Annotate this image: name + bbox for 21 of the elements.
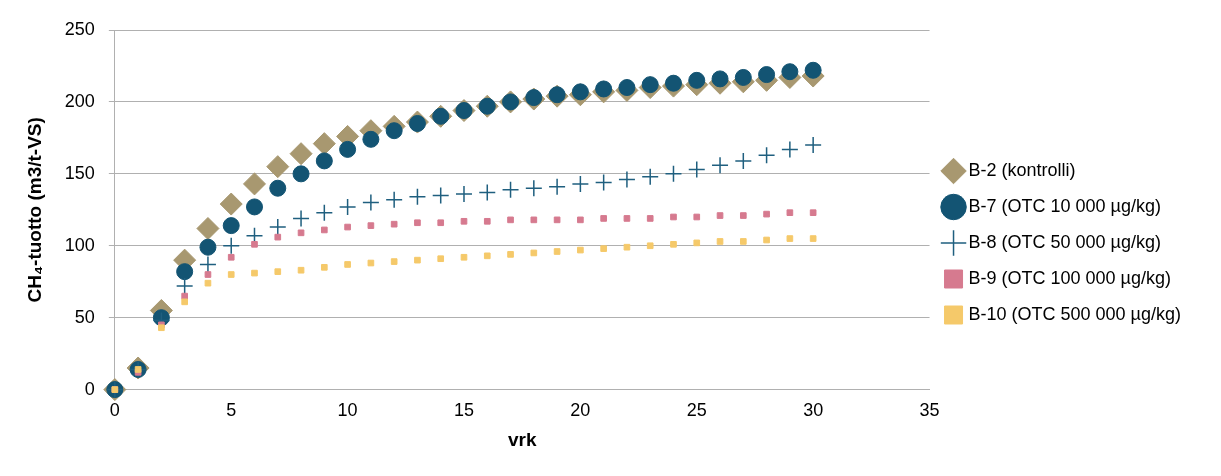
x-tick-label: 25 (686, 400, 707, 421)
y-tick-label: 150 (64, 162, 95, 183)
x-tick-label: 30 (803, 400, 824, 421)
legend-label: B-7 (OTC 10 000 µg/kg) (968, 195, 1161, 216)
x-tick-label: 35 (919, 400, 940, 421)
x-tick-label: 20 (570, 400, 591, 421)
y-tick-label: 50 (74, 306, 95, 327)
y-axis-title: CH₄-tuotto (m3/t-VS) (23, 117, 45, 303)
x-tick-label: 15 (453, 400, 475, 421)
y-tick-label: 0 (84, 378, 95, 399)
y-tick-label: 250 (64, 18, 95, 39)
x-axis-title: vrk (507, 428, 537, 450)
legend-label: B-2 (kontrolli) (968, 159, 1076, 180)
legend-label: B-9 (OTC 100 000 µg/kg) (968, 267, 1171, 288)
y-tick-label: 100 (64, 234, 95, 255)
x-tick-label: 10 (337, 400, 358, 421)
legend-label: B-10 (OTC 500 000 µg/kg) (968, 303, 1181, 324)
x-tick-label: 5 (226, 400, 237, 421)
y-tick-label: 200 (64, 90, 95, 111)
x-tick-label: 0 (109, 400, 120, 421)
legend-label: B-8 (OTC 50 000 µg/kg) (968, 231, 1161, 252)
